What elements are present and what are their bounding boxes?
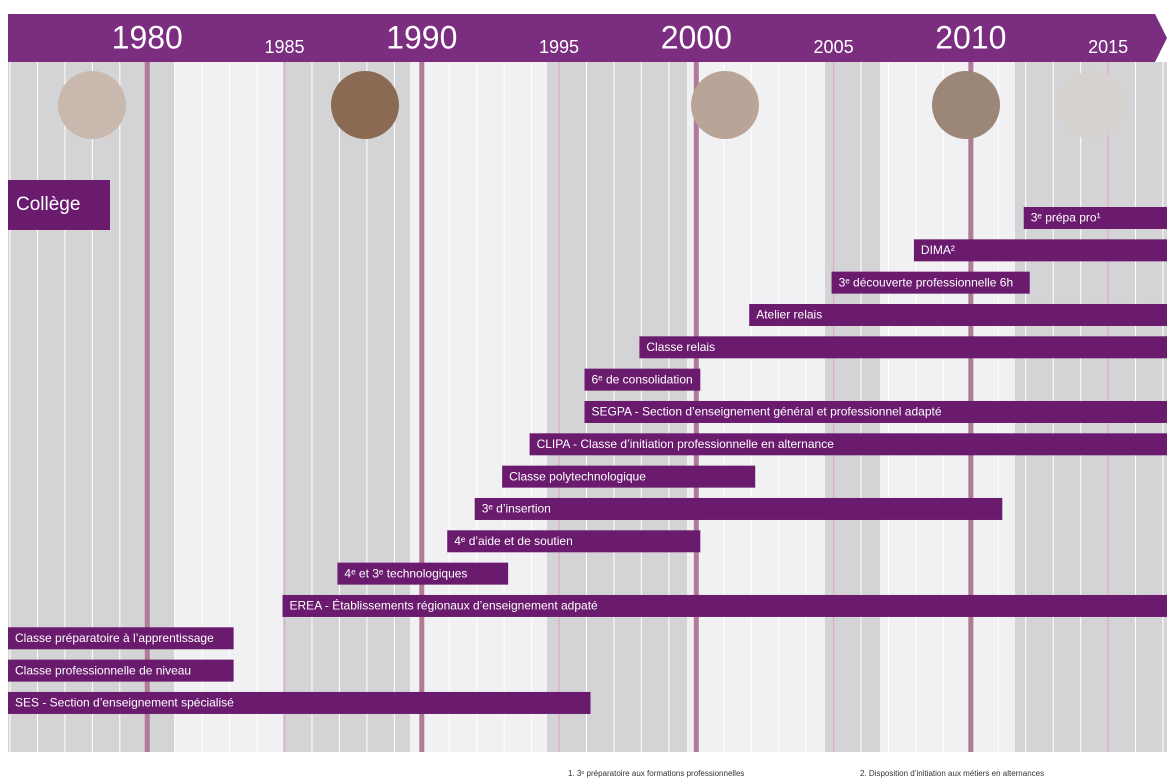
x-tick-label: 1995 [539, 37, 579, 57]
portrait [932, 71, 1000, 139]
bar-label: Atelier relais [756, 308, 822, 322]
bar-label: Classe polytechnologique [509, 469, 646, 483]
bar-label: 3ᵉ d’insertion [482, 502, 551, 516]
bar-label: 6ᵉ de consolidation [592, 372, 693, 386]
bar-label: 4ᵉ et 3ᵉ technologiques [344, 566, 467, 580]
light-band [410, 62, 547, 752]
bar-label: Classe relais [646, 340, 715, 354]
bar-label: 3ᵉ découverte professionnelle 6h [839, 275, 1014, 289]
portrait [58, 71, 126, 139]
bar-label: 4ᵉ d’aide et de soutien [454, 534, 573, 548]
bar-label: SEGPA - Section d’enseignement général e… [592, 405, 942, 419]
bar-label: SES - Section d’enseignement spécialisé [15, 696, 234, 710]
bar-label: 3ᵉ prépa pro¹ [1031, 211, 1101, 225]
x-tick-label: 1985 [265, 37, 305, 57]
bar-label: EREA - Établissements régionaux d’enseig… [290, 598, 599, 613]
task-bar [639, 336, 1167, 358]
x-tick-label: 1980 [112, 19, 183, 55]
x-tick-label: 2000 [661, 19, 732, 55]
footnote: 1. 3ᵉ préparatoire aux formations profes… [568, 769, 744, 778]
bar-label: CLIPA - Classe d’initiation professionne… [537, 437, 835, 451]
portrait [691, 71, 759, 139]
chart: Collège 1. 3ᵉ préparatoire aux formation… [0, 0, 1167, 783]
bar-label: Classe préparatoire à l’apprentissage [15, 631, 214, 645]
portrait [1058, 71, 1126, 139]
x-tick-label: 2005 [814, 37, 854, 57]
x-tick-label: 2010 [935, 19, 1006, 55]
task-bar [475, 498, 1003, 520]
footnote: 2. Disposition d’initiation aux métiers … [860, 769, 1044, 778]
bar-label: DIMA² [921, 243, 955, 257]
section-label: Collège [16, 194, 80, 215]
portrait [331, 71, 399, 139]
x-tick-label: 1990 [386, 19, 457, 55]
x-tick-label: 2015 [1088, 37, 1128, 57]
bar-label: Classe professionnelle de niveau [15, 663, 191, 677]
